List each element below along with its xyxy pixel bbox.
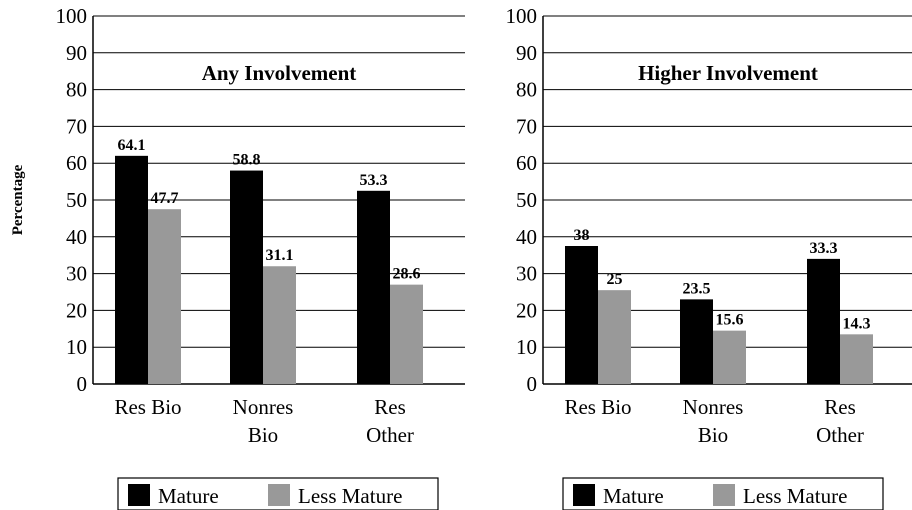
- category-label: Bio: [698, 423, 728, 447]
- legend-swatch: [268, 484, 290, 506]
- category-label: Res: [374, 395, 406, 419]
- y-tick-label: 100: [506, 4, 538, 28]
- legend-swatch: [713, 484, 735, 506]
- data-label: 58.8: [233, 152, 261, 169]
- data-label: 47.7: [151, 190, 179, 207]
- category-label: Bio: [248, 423, 278, 447]
- data-label: 31.1: [266, 247, 294, 264]
- legend-entry: Less Mature: [298, 484, 402, 508]
- chart-panel-2: 0 10 20 30 40 50 60 70 80 90 100 Higher Involvement…: [506, 4, 912, 510]
- chart-title: Any Involvement: [202, 61, 357, 85]
- chart-panel-1: 0 10 20 30 40 50 60 70 80 90 100 Any Involvement 64.…: [56, 4, 465, 510]
- legend: Mature Less Mature: [562, 477, 884, 510]
- legend: Mature Less Mature: [117, 477, 439, 510]
- y-tick-label: 80: [66, 78, 87, 102]
- y-tick-label: 0: [77, 372, 88, 396]
- category-label: Res: [824, 395, 856, 419]
- y-tick-label: 70: [66, 114, 87, 138]
- y-tick-label: 10: [66, 335, 87, 359]
- data-label: 53.3: [360, 172, 388, 189]
- data-label: 15.6: [716, 312, 744, 329]
- data-label: 23.5: [683, 280, 711, 297]
- data-label: 64.1: [118, 137, 146, 154]
- bar-less-mature: [840, 334, 873, 384]
- category-label: Nonres: [683, 395, 744, 419]
- chart-title-background: [618, 58, 838, 86]
- y-tick-label: 90: [516, 41, 537, 65]
- chart-title-background: [169, 58, 389, 86]
- legend-entry: Less Mature: [743, 484, 847, 508]
- bar-mature: [565, 246, 598, 384]
- bar-less-mature: [713, 330, 746, 384]
- y-tick-label: 30: [66, 262, 87, 286]
- category-label: Other: [816, 423, 864, 447]
- y-tick-label: 60: [66, 151, 87, 175]
- bar-less-mature: [598, 290, 631, 384]
- y-tick-label: 50: [66, 188, 87, 212]
- y-axis-label: Percentage: [10, 164, 26, 235]
- y-tick-label: 10: [516, 335, 537, 359]
- bar-mature: [115, 155, 148, 384]
- legend-swatch: [128, 484, 150, 506]
- legend-swatch: [573, 484, 595, 506]
- bar-less-mature: [390, 284, 423, 384]
- data-label: 25: [607, 271, 623, 288]
- y-tick-label: 60: [516, 151, 537, 175]
- data-label: 38: [574, 227, 590, 244]
- y-tick-label: 40: [66, 225, 87, 249]
- y-tick-label: 70: [516, 114, 537, 138]
- y-tick-label: 20: [516, 298, 537, 322]
- data-label: 28.6: [393, 266, 421, 283]
- chart-title: Higher Involvement: [638, 61, 818, 85]
- bar-less-mature: [263, 266, 296, 384]
- legend-entry: Mature: [603, 484, 664, 508]
- category-label: Res Bio: [114, 395, 181, 419]
- y-tick-label: 100: [56, 4, 88, 28]
- y-tick-label: 20: [66, 298, 87, 322]
- category-label: Res Bio: [564, 395, 631, 419]
- y-tick-label: 0: [527, 372, 538, 396]
- y-tick-label: 30: [516, 262, 537, 286]
- data-label: 14.3: [843, 315, 871, 332]
- category-label: Other: [366, 423, 414, 447]
- category-label: Nonres: [233, 395, 294, 419]
- y-tick-label: 90: [66, 41, 87, 65]
- y-tick-label: 40: [516, 225, 537, 249]
- bar-less-mature: [148, 209, 181, 384]
- bar-mature: [807, 258, 840, 384]
- y-tick-label: 50: [516, 188, 537, 212]
- bar-mature: [357, 190, 390, 384]
- data-label: 33.3: [810, 240, 838, 257]
- legend-entry: Mature: [158, 484, 219, 508]
- bar-mature: [230, 170, 263, 384]
- y-tick-label: 80: [516, 78, 537, 102]
- bar-mature: [680, 299, 713, 384]
